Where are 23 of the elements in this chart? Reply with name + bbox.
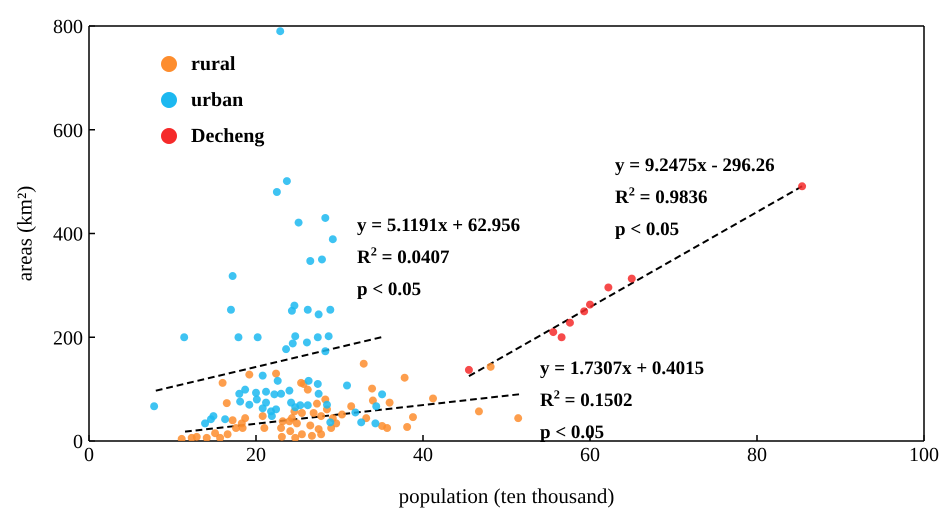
annotation: R$^{2}$ = 0.0407 <box>357 244 450 269</box>
legend-label: Decheng <box>191 124 264 148</box>
legend-label: rural <box>191 52 236 76</box>
annotation: p < 0.05 <box>615 219 680 241</box>
x-tick-label: 80 <box>747 444 767 466</box>
annotation: p < 0.05 <box>540 422 604 444</box>
annotation: p < 0.05 <box>357 279 422 301</box>
annotation: y = 5.1191x + 62.956 <box>357 215 520 237</box>
annotation: y = 9.2475x - 296.26 <box>615 155 775 177</box>
legend-label: urban <box>191 88 244 112</box>
x-axis-title: population (ten thousand) <box>398 484 614 508</box>
annotation: R$^{2}$ = 0.9836 <box>615 184 708 209</box>
y-axis-title: areas (km²) <box>12 186 36 282</box>
annotation: R$^{2}$ = 0.1502 <box>540 388 632 412</box>
x-tick-label: 40 <box>413 444 433 466</box>
y-tick-label: 200 <box>53 327 83 350</box>
y-tick-label: 600 <box>53 120 83 142</box>
x-tick-label: 100 <box>909 444 939 466</box>
annotation: y = 1.7307x + 0.4015 <box>540 358 704 380</box>
x-tick-label: 60 <box>580 444 600 466</box>
x-tick-label: 20 <box>246 444 266 466</box>
y-tick-label: 800 <box>53 16 83 38</box>
y-tick-label: 400 <box>53 224 83 246</box>
